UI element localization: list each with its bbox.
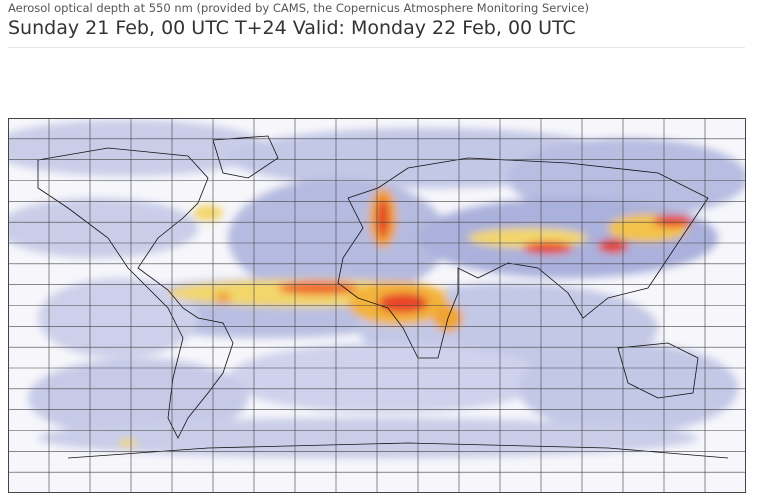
separator bbox=[8, 47, 745, 48]
graticule bbox=[8, 118, 746, 493]
aerosol-field bbox=[8, 120, 746, 458]
title: Sunday 21 Feb, 00 UTC T+24 Valid: Monday… bbox=[8, 17, 576, 39]
map-frame bbox=[8, 118, 746, 493]
aerosol-map bbox=[8, 118, 746, 493]
subtitle: Aerosol optical depth at 550 nm (provide… bbox=[8, 1, 589, 15]
